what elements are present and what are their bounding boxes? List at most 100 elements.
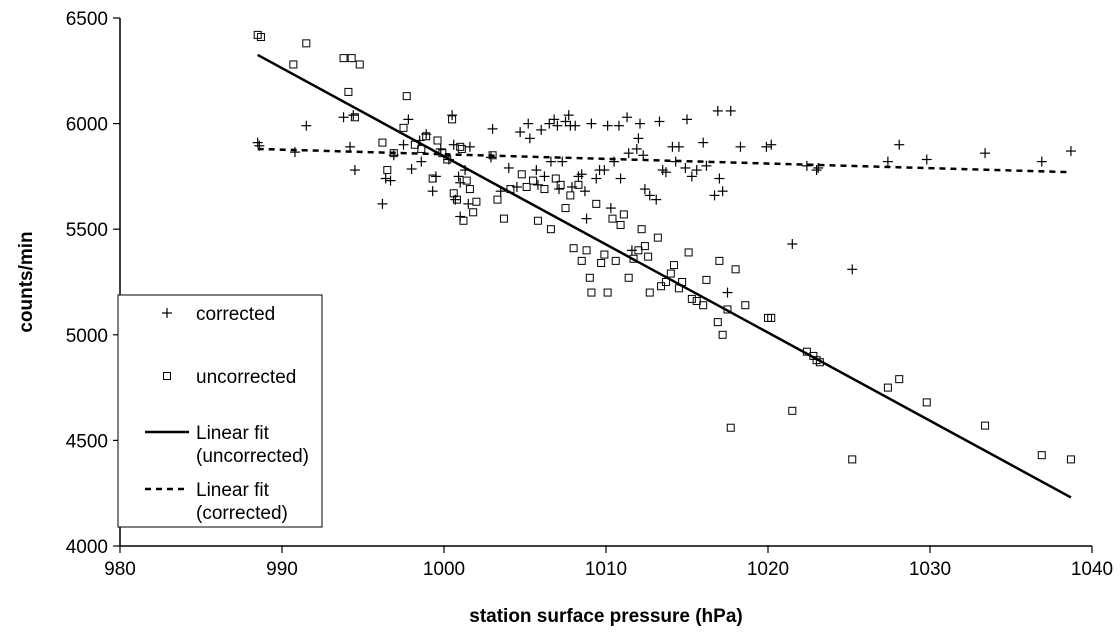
uncorrected-point [302,39,311,48]
corrected-point [552,120,563,131]
uncorrected-point [637,225,646,234]
uncorrected-point [428,174,437,183]
corrected-point [447,110,458,121]
corrected-point [427,186,438,197]
uncorrected-point [339,54,348,63]
y-tick-label: 5500 [66,220,108,241]
corrected-point [539,171,550,182]
uncorrected-point [540,185,549,194]
legend-marker-square-icon [163,372,171,380]
corrected-point [524,133,535,144]
uncorrected-point [788,406,797,415]
x-tick-label: 1000 [423,559,465,580]
legend-label-uncorrected: uncorrected [196,367,296,388]
corrected-point [511,181,522,192]
corrected-point [464,141,475,152]
uncorrected-point [657,282,666,291]
fit-line-corrected [257,147,1071,174]
x-tick-label: 1040 [1071,559,1113,580]
uncorrected-point [350,113,359,122]
x-tick-label: 990 [266,559,298,580]
uncorrected-point [465,185,474,194]
uncorrected-point [666,269,675,278]
uncorrected-point [493,195,502,204]
uncorrected-point [692,297,701,306]
uncorrected-point [574,180,583,189]
uncorrected-point [624,273,633,282]
corrected-point [622,112,633,123]
uncorrected-point [459,216,468,225]
y-tick-label: 6500 [66,9,108,30]
corrected-point [453,171,464,182]
uncorrected-point [1066,455,1075,464]
uncorrected-point [383,166,392,175]
y-tick-label: 5000 [66,326,108,347]
corrected-point [545,156,556,167]
uncorrected-point [402,92,411,101]
corrected-point [487,123,498,134]
corrected-point [623,148,634,159]
corrected-point [406,164,417,175]
uncorrected-point [347,54,356,63]
corrected-point [787,238,798,249]
corrected-point [532,179,543,190]
corrected-point [615,173,626,184]
corrected-point [576,169,587,180]
uncorrected-point [378,138,387,147]
corrected-point [717,186,728,197]
uncorrected-point [848,455,857,464]
uncorrected-point [289,60,298,69]
uncorrected-point [344,87,353,96]
uncorrected-point [457,144,466,153]
uncorrected-point [619,210,628,219]
uncorrected-point [600,250,609,259]
corrected-point [345,141,356,152]
fit-line-uncorrected [257,53,1072,499]
uncorrected-point [577,256,586,265]
corrected-point [398,139,409,150]
corrected-point [635,118,646,129]
uncorrected-point [645,288,654,297]
corrected-point [847,264,858,275]
uncorrected-point [723,305,732,314]
uncorrected-point [522,182,531,191]
uncorrected-point [981,421,990,430]
legend-label-fit-uncorrected-2: (uncorrected) [196,446,309,467]
x-tick-label: 980 [104,559,136,580]
y-tick-label: 4500 [66,431,108,452]
corrected-point [515,127,526,138]
legend-label-fit-corrected-1: Linear fit [196,480,270,501]
uncorrected-point [452,195,461,204]
uncorrected-point [533,216,542,225]
corrected-point [894,139,905,150]
uncorrected-point [399,123,408,132]
corrected-point [673,141,684,152]
uncorrected-point [433,136,442,145]
corrected-point [651,194,662,205]
legend: corrected uncorrected Linear fit (uncorr… [117,294,323,528]
corrected-point [289,147,300,158]
x-tick-label: 1010 [585,559,627,580]
uncorrected-point [438,149,447,158]
uncorrected-point [702,275,711,284]
corrected-point [609,156,620,167]
corrected-point [338,112,349,123]
corrected-point [544,118,555,129]
y-axis-title: counts/min [16,231,37,332]
uncorrected-point [582,246,591,255]
corrected-point [563,110,574,121]
x-tick-label: 1020 [747,559,789,580]
uncorrected-point [389,149,398,158]
corrected-point [613,120,624,131]
uncorrected-point [569,244,578,253]
corrected-point [414,135,425,146]
corrected-point [638,150,649,161]
corrected-point [701,160,712,171]
uncorrected-point [472,197,481,206]
corrected-point [416,156,427,167]
corrected-point [570,120,581,131]
corrected-point [560,116,571,127]
y-tick-label: 6000 [66,115,108,136]
uncorrected-point [767,313,776,322]
